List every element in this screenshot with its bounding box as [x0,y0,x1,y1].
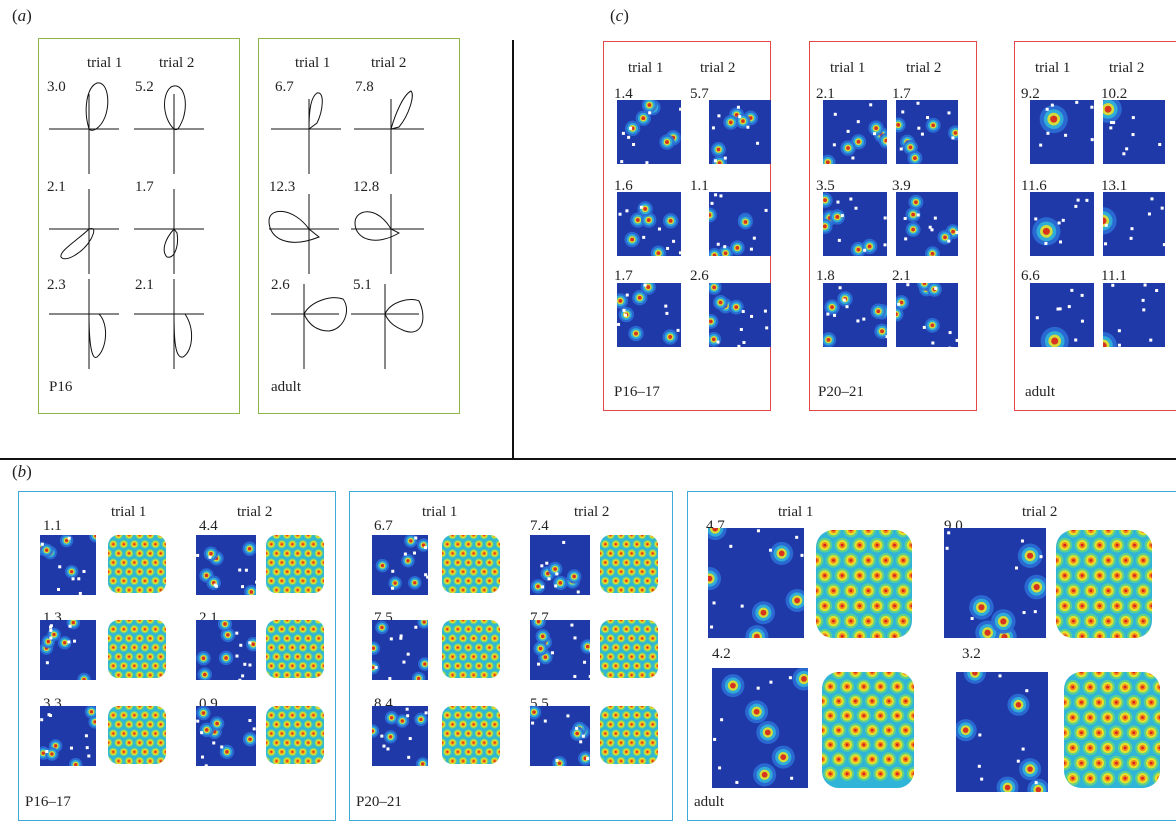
rate-map [372,706,428,766]
autocorrelogram [442,706,500,764]
trial-1-header: trial 1 [111,504,146,521]
rate-map [530,706,590,766]
group-label: P20–21 [356,794,402,811]
trial-2-header: trial 2 [237,504,272,521]
cell-value: 2.6 [690,268,709,285]
autocorrelogram [600,706,658,764]
trial-1-header: trial 1 [830,60,865,77]
trial-2-header: trial 2 [1022,504,1057,521]
trial-2-header: trial 2 [906,60,941,77]
trial-1-header: trial 1 [1035,60,1070,77]
rate-map [823,283,887,347]
rate-map [823,100,887,164]
rate-map [617,100,681,164]
autocorrelogram [822,672,914,788]
panel-a-box-adult: trial 1 trial 2 6.7 7.8 12.3 12.8 2.6 5.… [258,38,460,414]
rate-map [896,100,958,164]
group-label: P16–17 [614,384,660,401]
rate-map [617,192,681,256]
rate-map [709,283,771,347]
autocorrelogram [600,620,658,678]
cell-value: 3.2 [962,646,981,663]
cell-value: 1.1 [690,178,709,195]
rate-map [372,620,428,680]
panel-b-label: (b) [12,462,32,482]
rate-map [896,192,958,256]
autocorrelogram [108,620,166,678]
rate-map [1030,283,1094,347]
trial-1-header: trial 1 [628,60,663,77]
cell-value: 1.1 [43,518,62,535]
panel-c-label: (c) [610,6,629,26]
cell-value: 5.7 [690,86,709,103]
cell-value: 4.4 [199,518,218,535]
autocorrelogram [1056,530,1152,638]
rate-map [1103,283,1165,347]
trial-1-header: trial 1 [778,504,813,521]
rate-map [372,535,428,595]
rate-map [823,192,887,256]
rate-map [1103,100,1165,164]
rate-map [1030,192,1094,256]
group-label: adult [694,794,724,811]
rate-map [708,528,804,638]
rate-map [709,192,771,256]
rate-map [712,668,808,788]
rate-map [530,620,590,680]
rate-map [956,672,1048,792]
trial-1-header: trial 1 [422,504,457,521]
trial-2-header: trial 2 [1109,60,1144,77]
rate-map [709,100,771,164]
rate-map [617,283,681,347]
group-label: adult [1025,384,1055,401]
polar-plots-adult [259,39,461,415]
autocorrelogram [442,535,500,593]
polar-plots-p16 [39,39,241,415]
horizontal-divider [0,458,1176,460]
group-label: P20–21 [818,384,864,401]
rate-map [40,706,96,766]
autocorrelogram [816,530,912,638]
trial-2-header: trial 2 [574,504,609,521]
rate-map [896,283,958,347]
group-label: P16–17 [25,794,71,811]
cell-value: 4.2 [712,646,731,663]
rate-map [196,535,256,595]
rate-map [530,535,590,595]
rate-map [196,620,256,680]
autocorrelogram [108,535,166,593]
autocorrelogram [442,620,500,678]
autocorrelogram [600,535,658,593]
rate-map [40,535,96,595]
rate-map [196,706,256,766]
rate-map [1030,100,1094,164]
trial-2-header: trial 2 [700,60,735,77]
cell-value: 6.7 [374,518,393,535]
cell-value: 7.4 [530,518,549,535]
autocorrelogram [266,706,324,764]
panel-a-box-p16: trial 1 trial 2 3.0 5.2 2.1 1.7 2.3 2.1 … [38,38,240,414]
autocorrelogram [108,706,166,764]
autocorrelogram [1064,672,1160,788]
panel-a-label: (a) [12,6,32,26]
autocorrelogram [266,535,324,593]
rate-map [40,620,96,680]
rate-map [944,528,1046,638]
autocorrelogram [266,620,324,678]
rate-map [1103,192,1165,256]
vertical-divider [512,40,514,458]
